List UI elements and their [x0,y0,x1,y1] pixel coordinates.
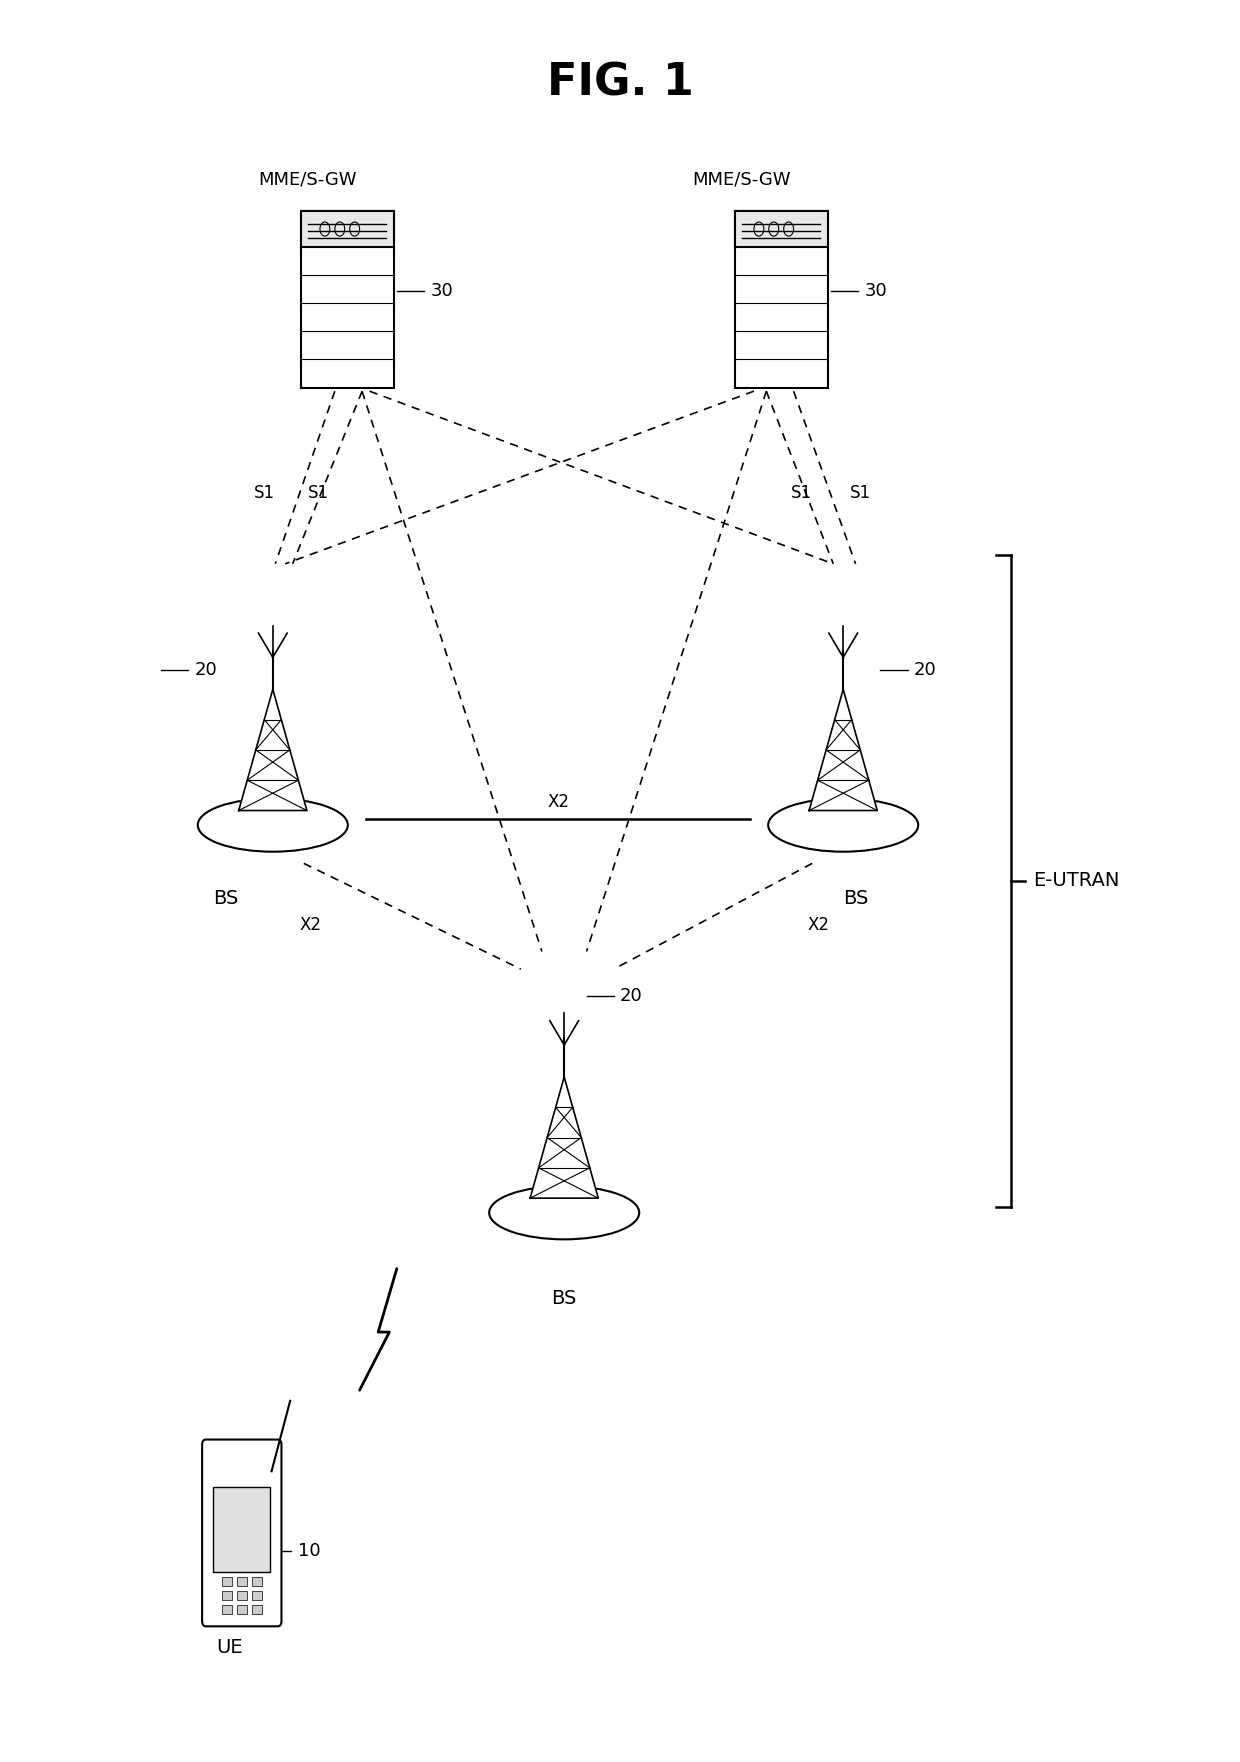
Text: MME/S-GW: MME/S-GW [692,171,790,189]
Text: BS: BS [843,890,868,907]
Text: S1: S1 [849,485,870,502]
Text: E-UTRAN: E-UTRAN [1033,872,1120,890]
Bar [252,1605,262,1614]
Bar [252,1591,262,1600]
Text: 30: 30 [864,282,887,300]
Text: BS: BS [213,890,238,907]
Text: 10: 10 [298,1542,320,1559]
Text: MME/S-GW: MME/S-GW [258,171,356,189]
Text: 30: 30 [430,282,453,300]
Polygon shape [238,689,306,811]
Ellipse shape [490,1186,640,1239]
Text: S1: S1 [254,485,275,502]
Text: 20: 20 [914,661,936,678]
Bar [222,1577,232,1586]
Bar [222,1605,232,1614]
Bar [734,211,828,388]
Text: 20: 20 [620,987,642,1004]
Bar [301,211,394,388]
FancyBboxPatch shape [202,1440,281,1626]
Polygon shape [810,689,878,811]
Bar [734,211,828,247]
Text: S1: S1 [791,485,812,502]
Bar [237,1591,247,1600]
Polygon shape [531,1077,599,1198]
Bar [237,1605,247,1614]
Text: X2: X2 [807,916,830,934]
Text: S1: S1 [308,485,329,502]
Text: FIG. 1: FIG. 1 [547,62,693,104]
Text: UE: UE [216,1639,243,1656]
Text: X2: X2 [299,916,321,934]
Bar [222,1591,232,1600]
Bar [301,211,394,247]
Text: BS: BS [552,1290,577,1307]
Bar [213,1487,270,1572]
Ellipse shape [198,798,347,851]
Text: 20: 20 [195,661,217,678]
Ellipse shape [769,798,918,851]
Bar [237,1577,247,1586]
Bar [252,1577,262,1586]
Text: X2: X2 [547,793,569,811]
